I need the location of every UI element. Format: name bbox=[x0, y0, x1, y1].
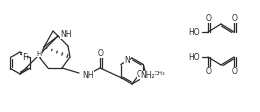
Text: CH₃: CH₃ bbox=[154, 70, 166, 75]
Text: O: O bbox=[206, 67, 212, 75]
Text: NH: NH bbox=[60, 29, 72, 39]
Text: HO: HO bbox=[188, 53, 200, 61]
Text: H: H bbox=[36, 51, 42, 57]
Text: F: F bbox=[22, 53, 27, 62]
Text: NH₂: NH₂ bbox=[140, 71, 155, 80]
Text: O: O bbox=[232, 14, 238, 23]
Text: O: O bbox=[232, 67, 238, 75]
Text: H: H bbox=[64, 31, 69, 37]
Text: O: O bbox=[98, 48, 104, 57]
Text: HO: HO bbox=[188, 28, 200, 37]
Text: N: N bbox=[145, 73, 151, 82]
Text: O: O bbox=[137, 70, 143, 79]
Text: NH: NH bbox=[82, 70, 94, 80]
Text: O: O bbox=[206, 14, 212, 23]
Text: N: N bbox=[124, 56, 130, 65]
